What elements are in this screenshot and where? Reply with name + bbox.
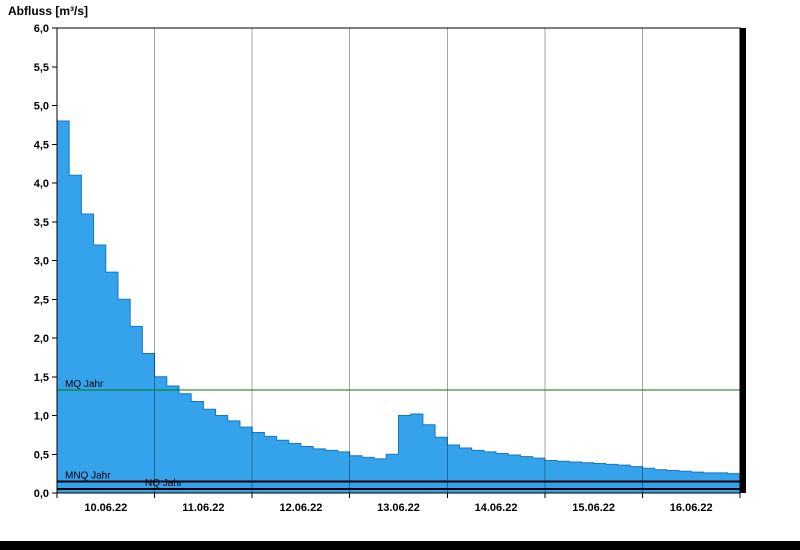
bottom-border-bar	[0, 541, 800, 550]
x-tick-label: 13.06.22	[377, 502, 420, 514]
y-tick-label: 2,0	[34, 333, 49, 345]
x-tick-label: 12.06.22	[280, 502, 323, 514]
y-tick-label: 4,0	[34, 178, 49, 190]
nq-jahr-line: NQ Jahr	[57, 478, 740, 491]
x-tick-label: 10.06.22	[84, 502, 127, 514]
y-tick-label: 4,5	[34, 139, 49, 151]
day-gridlines	[154, 28, 643, 493]
discharge-area	[57, 120, 740, 493]
mq-jahr-line-label: MQ Jahr	[65, 379, 104, 390]
y-tick-label: 3,5	[34, 217, 49, 229]
y-tick-label: 0,0	[34, 488, 49, 500]
y-tick-label: 5,0	[34, 101, 49, 113]
mnq-jahr-line-label: MNQ Jahr	[65, 470, 111, 481]
y-tick-label: 1,5	[34, 372, 49, 384]
x-tick-label: 16.06.22	[670, 502, 713, 514]
y-tick-label: 5,5	[34, 62, 49, 74]
y-tick-label: 3,0	[34, 256, 49, 268]
right-shadow-bar	[740, 28, 746, 493]
y-tick-label: 6,0	[34, 23, 49, 35]
y-tick-label: 1,0	[34, 411, 49, 423]
x-tick-label: 11.06.22	[182, 502, 224, 514]
y-axis: 0,0 0,5 1,0 1,5 2,0 2,5 3,0 3,5 4,0 4,5 5,0 5,5 6,0	[34, 23, 57, 500]
nq-jahr-line-label: NQ Jahr	[145, 478, 183, 489]
y-tick-label: 2,5	[34, 294, 49, 306]
mnq-jahr-line: MNQ Jahr	[57, 470, 740, 483]
mq-jahr-line: MQ Jahr	[57, 379, 740, 391]
x-tick-label: 15.06.22	[572, 502, 615, 514]
y-tick-label: 0,5	[34, 449, 49, 461]
chart-title: Abfluss [m³/s]	[8, 4, 89, 18]
x-tick-label: 14.06.22	[475, 502, 518, 514]
x-axis: 10.06.22 11.06.22 12.06.22 13.06.22 14.06.22…	[56, 493, 741, 514]
